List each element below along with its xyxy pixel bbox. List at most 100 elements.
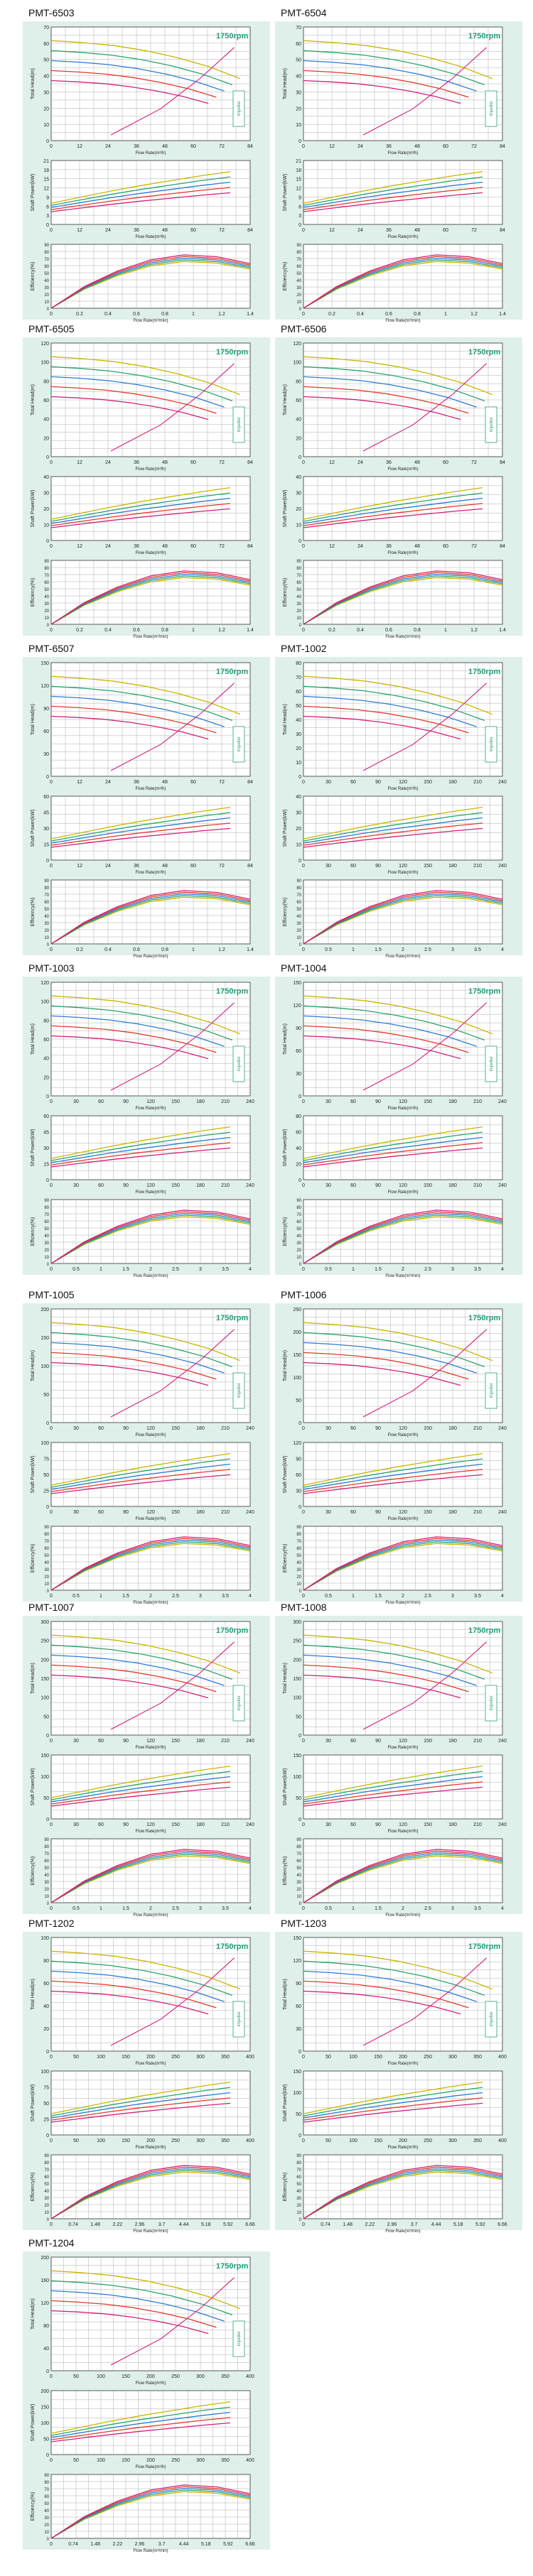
eff-tick-label: 60 — [44, 2495, 49, 2499]
power-tick-label: 75 — [43, 2086, 49, 2091]
head-curve-c — [50, 1970, 225, 2002]
head-axis-title: Total Head(m) — [283, 1023, 288, 1055]
power-curve-b — [50, 1131, 231, 1161]
head-tick-label: 40 — [296, 418, 301, 423]
rate-axis-title: Flow Rate(m³/min) — [133, 1913, 168, 1918]
npsh-curve — [362, 683, 487, 771]
head-tick-label: 0 — [298, 2050, 301, 2055]
head-curve-c — [303, 695, 477, 727]
eff-tick-label: 0 — [299, 2218, 302, 2222]
model-title: PMT-1203 — [281, 1918, 327, 1929]
eff-tick-label: 10 — [44, 300, 49, 305]
eff-curve-c — [50, 1212, 251, 1264]
flow-tick-label: 90 — [123, 1822, 129, 1827]
eff-curve-a — [303, 261, 503, 309]
eff-curve-e — [50, 254, 251, 309]
rate-tick-label: 1.5 — [122, 1594, 129, 1599]
rate-axis-title: Flow Rate(m³/min) — [133, 955, 168, 959]
rate-tick-label: 2.22 — [113, 2222, 123, 2227]
flow-tick-label: 120 — [146, 1426, 155, 1431]
eff-tick-label: 50 — [296, 1554, 301, 1558]
head-tick-label: 0 — [298, 139, 301, 144]
power-tick-label: 40 — [296, 1146, 301, 1151]
head-curve-e — [50, 1990, 209, 2015]
power-tick-label: 18 — [296, 168, 301, 173]
rate-axis-title: Flow Rate(m³/min) — [133, 1274, 168, 1278]
flow-tick-label: 240 — [498, 1099, 507, 1104]
eff-tick-label: 80 — [44, 251, 49, 255]
power-curve-b — [303, 492, 483, 522]
head-axis-title: Total Head(m) — [31, 68, 36, 99]
flow-tick-label: 120 — [399, 1739, 407, 1744]
rate-tick-label: 0 — [50, 312, 53, 317]
flow-tick-label: 90 — [123, 1739, 129, 1744]
flow-tick-label: 60 — [350, 1099, 356, 1104]
flow-tick-label: 200 — [146, 2055, 155, 2060]
eff-tick-label: 30 — [44, 1881, 49, 1885]
power-axis-title: Shaft Power(kW) — [31, 2404, 36, 2442]
power-curve-e — [50, 1147, 231, 1168]
eff-curve-e — [303, 1849, 503, 1903]
power-curve-e — [303, 1147, 483, 1168]
eff-axis-title: Efficiency(%) — [31, 2173, 36, 2202]
eff-tick-label: 10 — [296, 1582, 301, 1587]
eff-tick-label: 0 — [299, 1263, 302, 1267]
rate-tick-label: 0.8 — [161, 312, 168, 317]
head-curve-b — [303, 685, 485, 722]
rate-tick-label: 0 — [302, 947, 305, 952]
eff-tick-label: 80 — [44, 886, 49, 891]
head-axis-title: Total Head(m) — [283, 68, 288, 99]
flow-tick-label: 30 — [73, 1739, 79, 1744]
power-tick-label: 3 — [298, 214, 301, 219]
flow-tick-label: 150 — [424, 1510, 432, 1515]
flow-tick-label: 48 — [162, 544, 168, 549]
eff-tick-label: 70 — [44, 1852, 49, 1857]
eff-tick-label: 60 — [296, 1859, 301, 1864]
eff-tick-label: 50 — [296, 908, 301, 912]
power-curve-d — [303, 1781, 483, 1805]
power-curve-c — [50, 817, 231, 844]
power-curve-d — [50, 2097, 231, 2121]
power-tick-label: 100 — [293, 2091, 301, 2096]
flow-tick-label: 240 — [246, 1822, 254, 1827]
npsh-curve — [362, 1329, 487, 1418]
eff-curve-b — [50, 259, 251, 309]
eff-tick-label: 40 — [44, 915, 49, 919]
rate-axis-title: Flow Rate(m³/min) — [385, 1274, 420, 1278]
eff-tick-label: 50 — [44, 908, 49, 912]
flow-tick-label: 180 — [196, 1099, 205, 1104]
head-tick-label: 40 — [43, 1057, 49, 1062]
flow-tick-label: 210 — [221, 1510, 230, 1515]
eff-curve-e — [303, 890, 503, 945]
eff-tick-label: 40 — [296, 595, 301, 599]
eff-tick-label: 70 — [296, 2168, 301, 2173]
head-tick-label: 0 — [298, 1421, 301, 1426]
eff-curve-b — [50, 2170, 251, 2219]
eff-tick-label: 20 — [296, 293, 301, 298]
speed-label: 1750rpm — [468, 348, 500, 357]
rate-tick-label: 2 — [402, 1267, 404, 1272]
head-curve-d — [50, 1980, 217, 2009]
flow-tick-label: 90 — [375, 1822, 381, 1827]
power-tick-label: 12 — [43, 187, 49, 192]
flow-tick-label: 72 — [219, 544, 225, 549]
flow-tick-label: 0 — [302, 144, 305, 149]
eff-curve-a — [50, 1543, 251, 1591]
power-curve-c — [303, 2092, 483, 2119]
head-curve-a — [50, 40, 241, 80]
power-tick-label: 150 — [293, 2070, 301, 2075]
eff-tick-label: 20 — [44, 1249, 49, 1253]
eff-tick-label: 70 — [44, 574, 49, 578]
eff-tick-label: 70 — [296, 574, 301, 578]
power-curve-a — [303, 2081, 483, 2114]
flow-tick-label: 150 — [424, 1183, 432, 1188]
eff-tick-label: 60 — [296, 2175, 301, 2180]
head-tick-label: 50 — [296, 704, 301, 709]
flow-tick-label: 36 — [134, 864, 139, 869]
pump-chart-panel: PMT-1008 1750rpm 300 250 200 150 100 50 0 Total H… — [275, 1602, 522, 1918]
rate-tick-label: 2.96 — [387, 2222, 397, 2227]
flow-tick-label: 84 — [247, 144, 253, 149]
rate-tick-label: 2.5 — [172, 1267, 179, 1272]
head-curve-d — [50, 386, 217, 414]
eff-curve-a — [303, 896, 503, 945]
